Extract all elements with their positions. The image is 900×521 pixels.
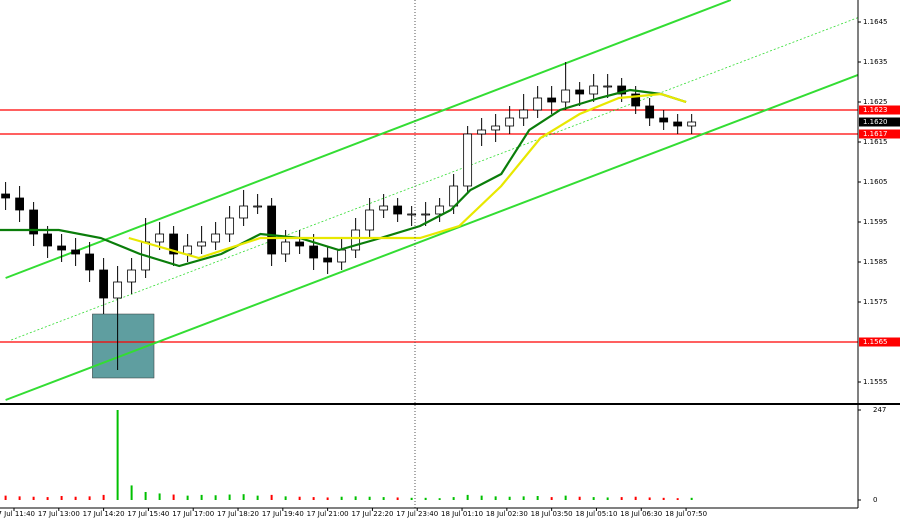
candle-body <box>505 117 515 127</box>
current-price-label: 1.1620 <box>863 118 888 126</box>
candle-body <box>435 205 445 215</box>
volume-pane <box>4 410 693 500</box>
candle-body <box>393 205 403 215</box>
x-tick-label: 17 Jul 11:40 <box>0 510 35 518</box>
candle-body <box>351 229 361 251</box>
candle-body <box>267 205 277 255</box>
zone <box>92 313 155 379</box>
candle-body <box>491 125 501 131</box>
trend-line <box>11 17 858 341</box>
candle-body <box>197 241 207 247</box>
candle-body <box>379 205 389 211</box>
x-tick-label: 17 Jul 19:40 <box>262 510 304 518</box>
candle-body <box>295 241 305 247</box>
x-tick-label: 17 Jul 21:00 <box>307 510 349 518</box>
x-tick-label: 18 Jul 03:50 <box>531 510 573 518</box>
x-tick-label: 17 Jul 18:20 <box>217 510 259 518</box>
candle-body <box>281 241 291 255</box>
x-tick-label: 17 Jul 14:20 <box>83 510 125 518</box>
candle-body <box>547 97 557 103</box>
current-price-box <box>859 117 900 127</box>
candle-body <box>113 281 123 299</box>
y-tick-label: 1.1605 <box>863 178 888 186</box>
candle-body <box>421 213 431 216</box>
x-tick-label: 17 Jul 15:40 <box>127 510 169 518</box>
candle-body <box>309 245 319 259</box>
x-tick-label: 17 Jul 17:00 <box>172 510 214 518</box>
x-tick-label: 18 Jul 01:10 <box>441 510 483 518</box>
candle-body <box>127 269 137 283</box>
x-tick-label: 17 Jul 13:00 <box>38 510 80 518</box>
candle-body <box>253 205 263 208</box>
level-label: 1.1617 <box>863 130 888 138</box>
level-label: 1.1565 <box>863 338 888 346</box>
volume-tick-label: 0 <box>873 496 877 504</box>
candle-body <box>589 85 599 95</box>
x-tick-label: 18 Jul 02:30 <box>486 510 528 518</box>
candle-body <box>561 89 571 103</box>
candle-body <box>337 249 347 263</box>
candle-body <box>43 233 53 247</box>
candle-body <box>85 253 95 271</box>
candle-body <box>211 233 221 243</box>
x-tick-label: 18 Jul 05:10 <box>575 510 617 518</box>
level-label-box <box>859 105 900 115</box>
x-tick-label: 17 Jul 22:20 <box>351 510 393 518</box>
candle-body <box>463 133 473 187</box>
candle-body <box>673 121 683 127</box>
y-tick-label: 1.1635 <box>863 58 888 66</box>
candle-body <box>603 85 613 88</box>
volume-tick-label: 247 <box>873 406 886 414</box>
candle-body <box>687 121 697 127</box>
y-tick-label: 1.1575 <box>863 298 888 306</box>
level-label-box <box>859 337 900 347</box>
y-tick-label: 1.1645 <box>863 18 888 26</box>
candle-body <box>519 109 529 119</box>
candle-body <box>365 209 375 231</box>
candle-body <box>631 93 641 107</box>
x-tick-label: 18 Jul 07:50 <box>665 510 707 518</box>
price-pane <box>0 0 858 401</box>
candle-body <box>659 117 669 123</box>
candle-body <box>239 205 249 219</box>
candle-body <box>617 85 627 95</box>
candle-body <box>575 89 585 95</box>
candle-body <box>477 129 487 135</box>
axes: 1.15551.15751.15851.15951.16051.16151.16… <box>0 18 900 518</box>
candle-body <box>407 213 417 216</box>
y-tick-label: 1.1555 <box>863 378 888 386</box>
y-tick-label: 1.1625 <box>863 98 888 106</box>
level-label: 1.1623 <box>863 106 888 114</box>
candle-body <box>57 245 67 251</box>
x-tick-label: 18 Jul 06:30 <box>620 510 662 518</box>
x-tick-label: 17 Jul 23:40 <box>396 510 438 518</box>
trend-line <box>5 0 732 279</box>
level-label-box <box>859 129 900 139</box>
candle-body <box>169 233 179 255</box>
candle-body <box>155 233 165 243</box>
candle-body <box>29 209 39 235</box>
candle-body <box>533 97 543 111</box>
y-tick-label: 1.1595 <box>863 218 888 226</box>
moving-average <box>0 88 687 268</box>
candle-body <box>1 193 11 199</box>
candle-body <box>645 105 655 119</box>
moving-average <box>128 92 687 260</box>
candle-body <box>15 197 25 211</box>
candle-body <box>99 269 109 299</box>
candle-body <box>183 245 193 255</box>
candle-body <box>71 249 81 255</box>
y-tick-label: 1.1615 <box>863 138 888 146</box>
candle-body <box>323 257 333 263</box>
candle-body <box>225 217 235 235</box>
y-tick-label: 1.1585 <box>863 258 888 266</box>
trend-line <box>5 73 858 401</box>
